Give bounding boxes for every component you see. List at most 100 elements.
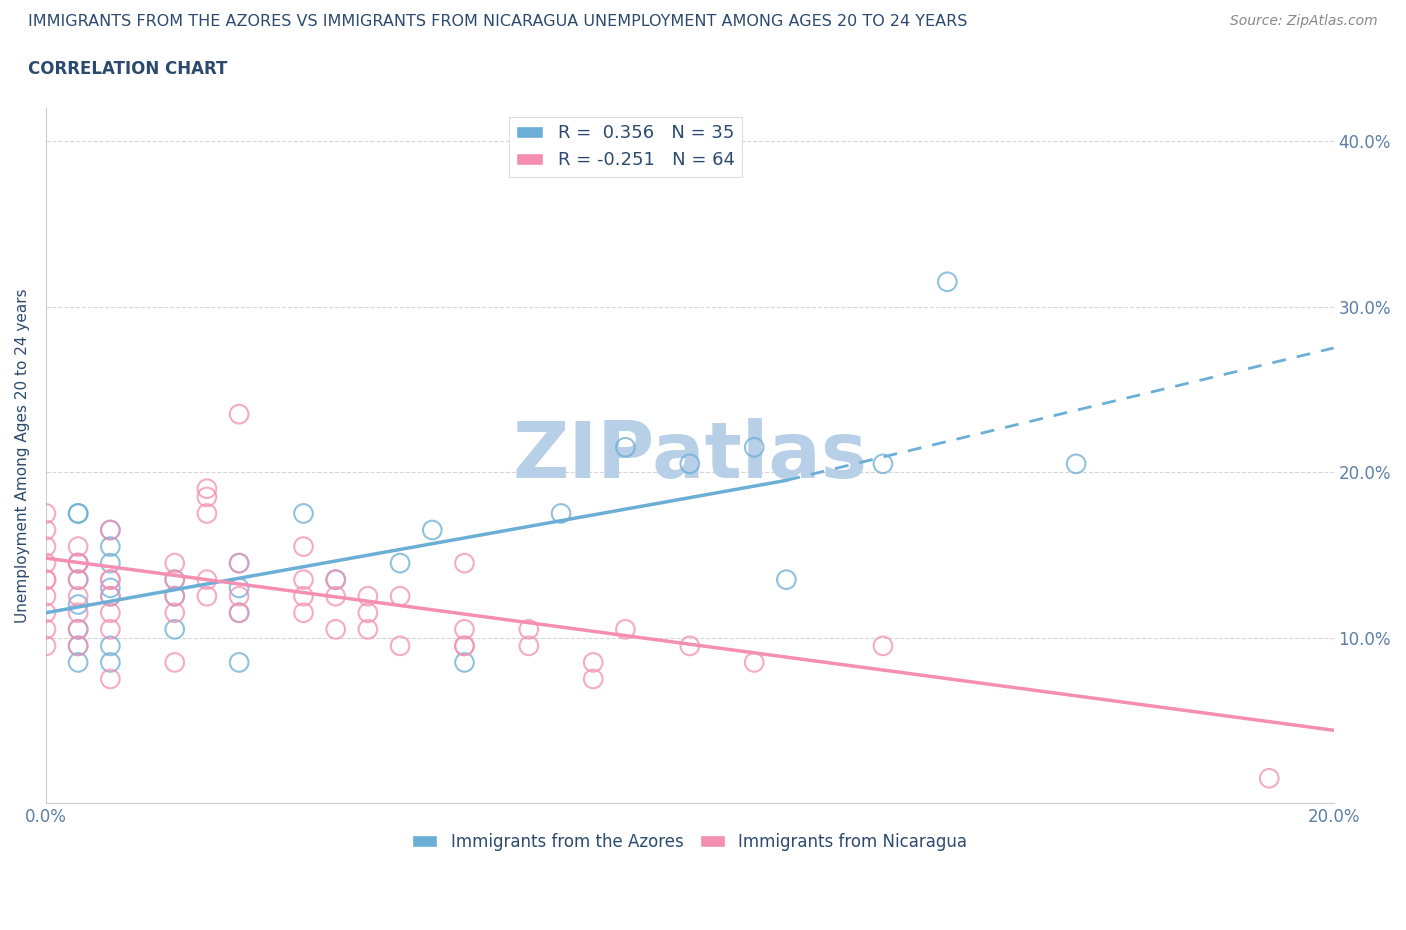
Point [228, 605, 250, 620]
Point [550, 506, 572, 521]
Point [292, 589, 315, 604]
Point [67, 539, 90, 554]
Point [1064, 457, 1087, 472]
Point [325, 572, 347, 587]
Point [67, 555, 90, 570]
Point [453, 655, 475, 670]
Point [67, 555, 90, 570]
Point [67, 597, 90, 612]
Point [98, 605, 121, 620]
Point [98, 572, 121, 587]
Point [389, 589, 412, 604]
Point [228, 589, 250, 604]
Point [517, 638, 540, 653]
Point [35, 572, 58, 587]
Point [35, 523, 58, 538]
Point [679, 457, 702, 472]
Point [67, 655, 90, 670]
Point [67, 506, 90, 521]
Point [98, 523, 121, 538]
Point [614, 622, 637, 637]
Point [325, 589, 347, 604]
Point [742, 655, 765, 670]
Point [292, 506, 315, 521]
Point [228, 580, 250, 595]
Point [98, 638, 121, 653]
Point [195, 489, 218, 504]
Point [67, 555, 90, 570]
Point [195, 481, 218, 496]
Point [292, 539, 315, 554]
Point [98, 555, 121, 570]
Point [872, 457, 894, 472]
Point [35, 638, 58, 653]
Point [453, 622, 475, 637]
Legend: Immigrants from the Azores, Immigrants from Nicaragua: Immigrants from the Azores, Immigrants f… [405, 826, 974, 857]
Point [163, 589, 186, 604]
Point [67, 506, 90, 521]
Point [35, 555, 58, 570]
Point [325, 622, 347, 637]
Point [67, 638, 90, 653]
Y-axis label: Unemployment Among Ages 20 to 24 years: Unemployment Among Ages 20 to 24 years [15, 288, 30, 623]
Point [67, 622, 90, 637]
Point [679, 638, 702, 653]
Point [195, 589, 218, 604]
Point [292, 572, 315, 587]
Point [936, 274, 959, 289]
Point [98, 589, 121, 604]
Text: CORRELATION CHART: CORRELATION CHART [28, 60, 228, 78]
Point [325, 572, 347, 587]
Point [357, 605, 380, 620]
Point [67, 589, 90, 604]
Point [163, 605, 186, 620]
Point [453, 638, 475, 653]
Point [35, 622, 58, 637]
Point [67, 605, 90, 620]
Point [420, 523, 443, 538]
Point [98, 671, 121, 686]
Point [357, 622, 380, 637]
Point [98, 523, 121, 538]
Point [228, 605, 250, 620]
Point [67, 572, 90, 587]
Point [163, 589, 186, 604]
Point [98, 572, 121, 587]
Point [389, 555, 412, 570]
Point [582, 655, 605, 670]
Point [614, 440, 637, 455]
Point [195, 572, 218, 587]
Point [453, 638, 475, 653]
Point [228, 655, 250, 670]
Point [163, 655, 186, 670]
Point [228, 406, 250, 421]
Point [228, 555, 250, 570]
Point [742, 440, 765, 455]
Point [163, 572, 186, 587]
Point [357, 589, 380, 604]
Point [35, 506, 58, 521]
Point [292, 605, 315, 620]
Point [98, 589, 121, 604]
Point [163, 622, 186, 637]
Point [1258, 771, 1281, 786]
Point [228, 555, 250, 570]
Point [163, 572, 186, 587]
Point [872, 638, 894, 653]
Point [98, 580, 121, 595]
Point [67, 572, 90, 587]
Point [163, 555, 186, 570]
Point [517, 622, 540, 637]
Point [35, 572, 58, 587]
Point [35, 605, 58, 620]
Text: Source: ZipAtlas.com: Source: ZipAtlas.com [1230, 14, 1378, 28]
Point [35, 589, 58, 604]
Point [582, 671, 605, 686]
Point [67, 622, 90, 637]
Point [389, 638, 412, 653]
Point [98, 539, 121, 554]
Text: IMMIGRANTS FROM THE AZORES VS IMMIGRANTS FROM NICARAGUA UNEMPLOYMENT AMONG AGES : IMMIGRANTS FROM THE AZORES VS IMMIGRANTS… [28, 14, 967, 29]
Point [98, 655, 121, 670]
Point [453, 555, 475, 570]
Point [35, 539, 58, 554]
